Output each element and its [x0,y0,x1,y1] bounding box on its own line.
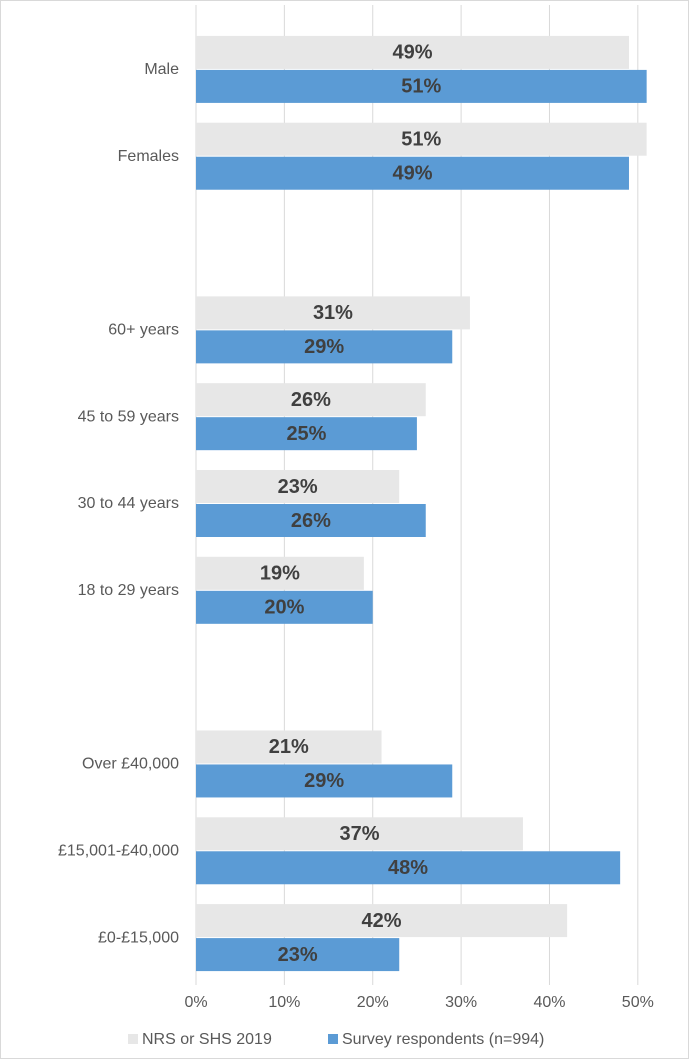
bar [196,938,400,972]
value-label: 21% [269,736,309,758]
value-label: 37% [339,823,379,845]
legend-label: Survey respondents (n=994) [342,1031,544,1048]
value-label: 19% [260,563,300,585]
value-label: 48% [388,857,428,879]
y-tick-label: 30 to 44 years [78,495,179,512]
bar [196,69,647,103]
bar [196,330,453,364]
legend-swatch [328,1034,338,1044]
x-tick-label: 30% [445,994,477,1011]
bar [196,296,470,330]
value-label: 29% [304,336,344,358]
value-label: 26% [291,389,331,411]
bar [196,764,453,798]
x-tick-label: 50% [622,994,654,1011]
y-tick-label: £15,001-£40,000 [58,842,179,859]
x-tick-label: 0% [184,994,207,1011]
bar [196,156,629,190]
y-tick-label: 45 to 59 years [78,408,179,425]
bar [196,417,417,451]
bar [196,504,426,537]
bar [196,590,373,624]
value-label: 23% [278,944,318,966]
value-label: 20% [264,597,304,619]
bar [196,817,523,851]
bar [196,122,647,156]
x-tick-label: 10% [268,994,300,1011]
value-label: 23% [278,476,318,498]
y-tick-label: Over £40,000 [82,756,179,773]
legend-swatch [128,1034,138,1044]
bar [196,851,621,885]
y-tick-label: £0-£15,000 [98,929,179,946]
y-tick-label: 18 to 29 years [78,582,179,599]
y-tick-label: Male [144,61,179,78]
bar [196,904,568,938]
y-tick-label: Females [118,148,179,165]
x-tick-label: 40% [533,994,565,1011]
legend-label: NRS or SHS 2019 [142,1031,272,1048]
y-tick-label: 60+ years [108,322,179,339]
bar [196,35,629,69]
bar [196,383,426,417]
value-label: 25% [286,423,326,445]
bar [196,556,364,590]
value-label: 31% [313,302,353,324]
value-label: 26% [291,510,331,532]
value-label: 51% [401,76,441,98]
value-label: 49% [392,42,432,64]
value-label: 51% [401,129,441,151]
bar [196,730,382,764]
value-label: 29% [304,770,344,792]
bar [196,470,400,503]
value-label: 49% [392,163,432,185]
value-label: 42% [362,910,402,932]
x-tick-label: 20% [357,994,389,1011]
